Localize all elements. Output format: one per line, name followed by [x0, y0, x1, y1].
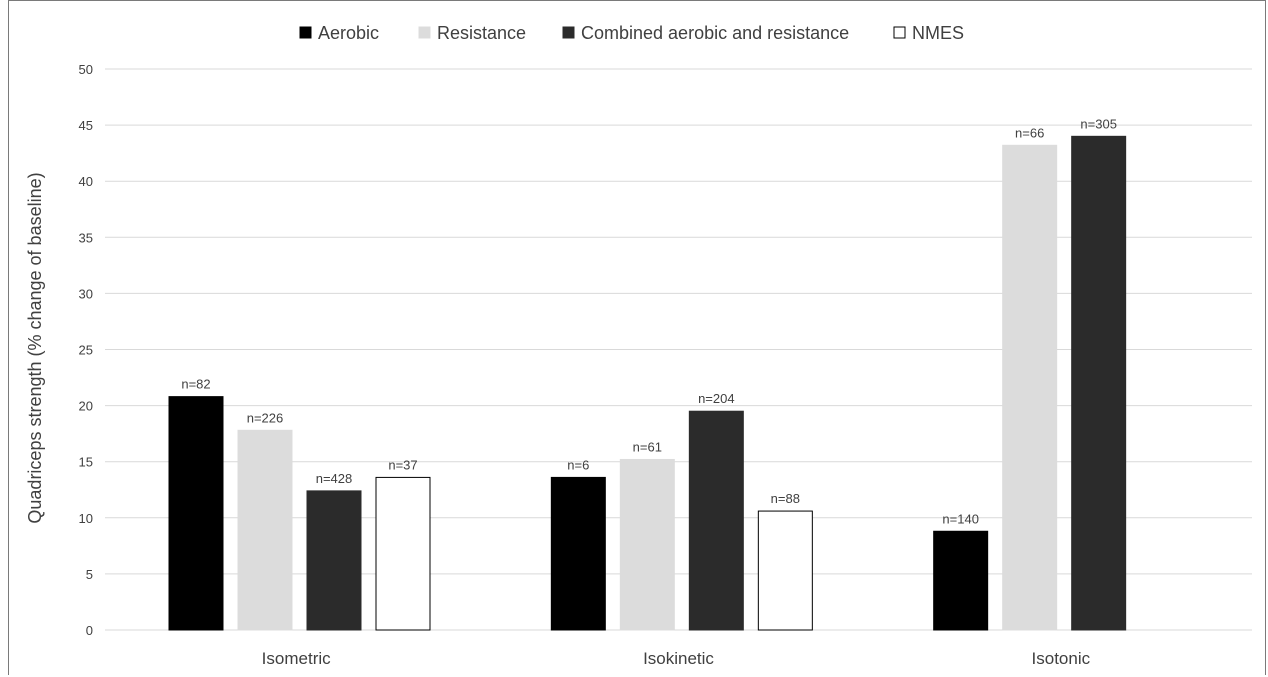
- data-label: n=6: [567, 457, 589, 472]
- y-tick-label: 5: [86, 567, 93, 582]
- legend-swatch: [418, 26, 431, 39]
- bar: [1002, 144, 1058, 631]
- data-label: n=204: [698, 391, 735, 406]
- y-tick-label: 25: [79, 343, 93, 358]
- bar: [237, 429, 293, 631]
- legend-swatch: [562, 26, 575, 39]
- chart-frame: [8, 0, 1266, 675]
- y-tick-label: 40: [79, 174, 93, 189]
- x-axis-categories: Isometric Isokinetic Isotonic: [262, 649, 1091, 668]
- bar: [933, 530, 989, 631]
- data-label: n=37: [388, 457, 417, 472]
- bar: [550, 476, 606, 631]
- bar: [375, 476, 431, 631]
- y-tick-label: 45: [79, 118, 93, 133]
- gridlines: [105, 68, 1252, 631]
- legend-swatch: [299, 26, 312, 39]
- data-label: n=140: [942, 511, 979, 526]
- bar: [168, 396, 224, 631]
- data-label: n=88: [771, 491, 800, 506]
- legend-label: Combined aerobic and resistance: [581, 23, 849, 43]
- legend-label: NMES: [912, 23, 964, 43]
- category-label: Isotonic: [1032, 649, 1091, 668]
- data-label: n=66: [1015, 125, 1044, 140]
- bar: [757, 510, 813, 631]
- data-label: n=226: [247, 410, 284, 425]
- bars: [168, 135, 1127, 631]
- bar: [306, 490, 362, 631]
- y-axis-ticks: 0 5 10 15 20 25 30 35 40 45 50: [79, 62, 93, 638]
- y-axis-label: Quadriceps strength (% change of baselin…: [25, 172, 45, 523]
- data-label: n=82: [181, 377, 210, 392]
- y-tick-label: 10: [79, 511, 93, 526]
- data-label: n=428: [316, 471, 353, 486]
- legend-label: Aerobic: [318, 23, 379, 43]
- y-tick-label: 30: [79, 286, 93, 301]
- legend-swatch: [893, 26, 906, 39]
- data-label: n=305: [1080, 116, 1117, 131]
- bar: [619, 458, 675, 631]
- legend-label: Resistance: [437, 23, 526, 43]
- y-tick-label: 15: [79, 455, 93, 470]
- y-tick-label: 50: [79, 62, 93, 77]
- y-tick-label: 35: [79, 230, 93, 245]
- y-tick-label: 0: [86, 623, 93, 638]
- bar: [688, 410, 744, 631]
- data-labels: n=82 n=226 n=428 n=37 n=6 n=61 n=204 n=88 n=140 n…: [181, 116, 1117, 526]
- bar: [1071, 135, 1127, 631]
- category-label: Isometric: [262, 649, 331, 668]
- y-tick-label: 20: [79, 399, 93, 414]
- category-label: Isokinetic: [643, 649, 714, 668]
- data-label: n=61: [633, 439, 662, 454]
- legend: Aerobic Resistance Combined aerobic and re…: [299, 23, 964, 43]
